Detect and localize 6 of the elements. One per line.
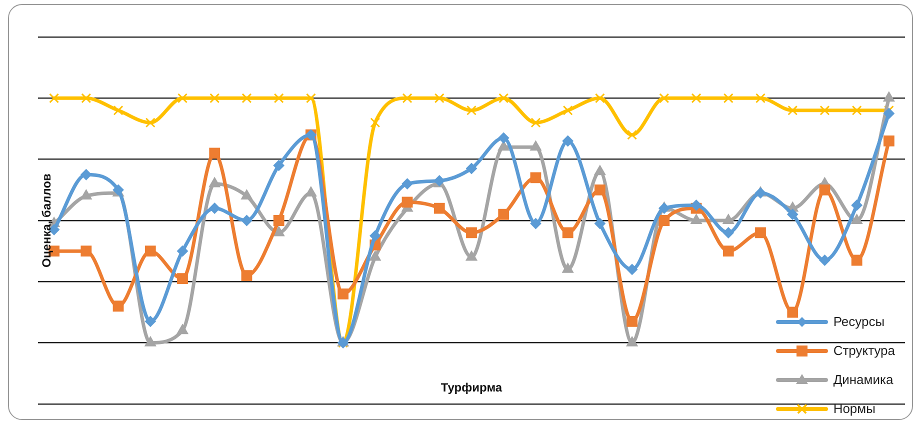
x-axis-title: Турфирма (440, 380, 502, 394)
legend-label: Структура (833, 343, 895, 358)
legend-label: Нормы (833, 401, 876, 416)
y-axis-title: Оценка, баллов (39, 174, 54, 268)
legend-label: Ресурсы (833, 314, 885, 329)
legend-label: Динамика (833, 372, 894, 387)
